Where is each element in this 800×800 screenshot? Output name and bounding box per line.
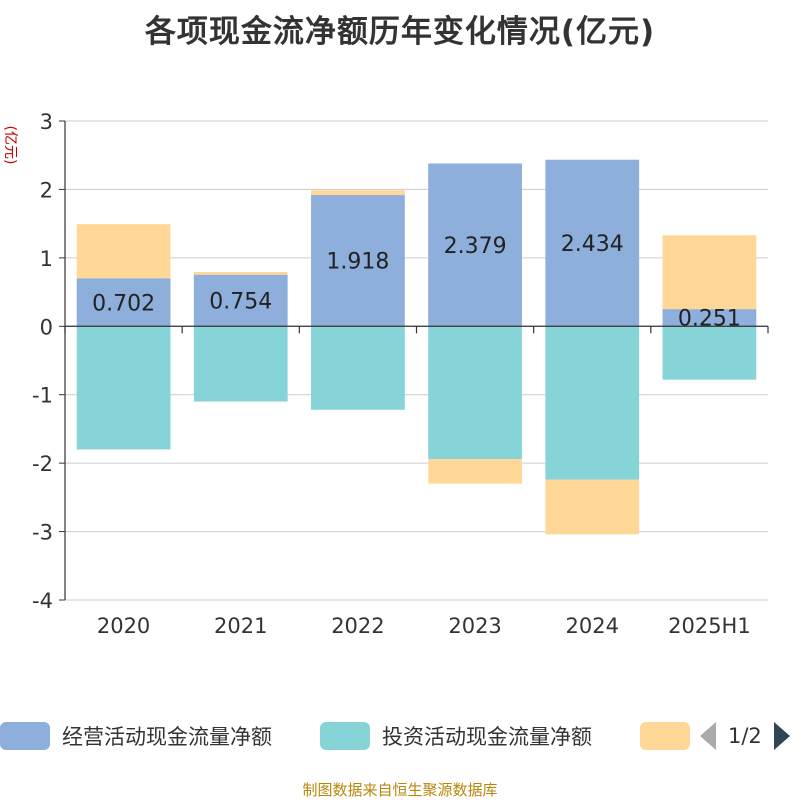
bar-data-label: 0.702: [92, 291, 155, 316]
bar-segment: [428, 163, 522, 327]
legend-item-operating[interactable]: 经营活动现金流量净额: [0, 716, 272, 756]
bar-segment: [545, 326, 640, 480]
bar-segment: [76, 278, 171, 327]
bar-segment: [193, 274, 288, 327]
legend-label-operating: 经营活动现金流量净额: [62, 725, 272, 749]
bar-segment: [428, 459, 522, 484]
legend-next-page-icon[interactable]: [773, 722, 790, 750]
y-tick-label: -4: [32, 589, 53, 613]
legend-page-indicator: 1/2: [728, 724, 762, 748]
chart-title: 各项现金流净额历年变化情况(亿元): [144, 14, 656, 50]
legend-swatch-operating: [0, 722, 50, 750]
x-tick-label: 2025H1: [668, 614, 751, 638]
bar-segment: [193, 271, 288, 275]
bar-segment: [311, 326, 405, 410]
legend-item-investing[interactable]: 投资活动现金流量净额: [320, 716, 592, 756]
bar-data-label: 0.754: [209, 289, 272, 314]
bar-segment: [662, 309, 757, 327]
x-tick-label: 2023: [448, 614, 501, 638]
bar-segment: [311, 190, 405, 196]
y-axis-unit-label: (亿元): [2, 126, 18, 165]
bar-segment: [428, 326, 522, 460]
bar-segment: [311, 195, 405, 327]
y-tick-label: -1: [32, 384, 53, 408]
bar-segment: [545, 479, 640, 535]
legend-pager: 1/2: [700, 716, 790, 756]
x-tick-label: 2022: [331, 614, 384, 638]
legend-swatch-investing: [320, 722, 370, 750]
x-tick-label: 2021: [214, 614, 267, 638]
bar-segment: [545, 159, 640, 327]
bar-segment: [76, 224, 171, 279]
y-tick-label: 0: [40, 315, 53, 339]
legend: 经营活动现金流量净额 投资活动现金流量净额 1/2: [0, 716, 800, 756]
y-tick-label: -2: [32, 452, 53, 476]
legend-item-third[interactable]: [640, 716, 702, 756]
x-tick-label: 2020: [97, 614, 150, 638]
legend-swatch-third: [640, 722, 690, 750]
x-tick-label: 2024: [566, 614, 619, 638]
bar-segment: [662, 235, 757, 310]
bar-data-label: 2.379: [444, 234, 507, 259]
bar-segment: [193, 326, 288, 402]
y-tick-label: 2: [40, 178, 53, 202]
bar-segment: [662, 326, 757, 380]
y-tick-label: 3: [40, 110, 53, 134]
legend-prev-page-icon[interactable]: [700, 722, 716, 750]
y-tick-label: 1: [40, 247, 53, 271]
chart-plot: 3 2 1 0 -1 -2 -3 -4 2020 2021 2022 2023 2024 2025H1 0…: [2, 110, 769, 638]
bar-data-label: 2.434: [561, 232, 624, 257]
bar-segment: [76, 326, 171, 450]
bar-data-label: 1.918: [326, 250, 389, 275]
y-tick-label: -3: [32, 521, 53, 545]
bar-data-label: 0.251: [678, 307, 741, 332]
data-source-note: 制图数据来自恒生聚源数据库: [302, 781, 498, 799]
legend-label-investing: 投资活动现金流量净额: [382, 725, 592, 749]
